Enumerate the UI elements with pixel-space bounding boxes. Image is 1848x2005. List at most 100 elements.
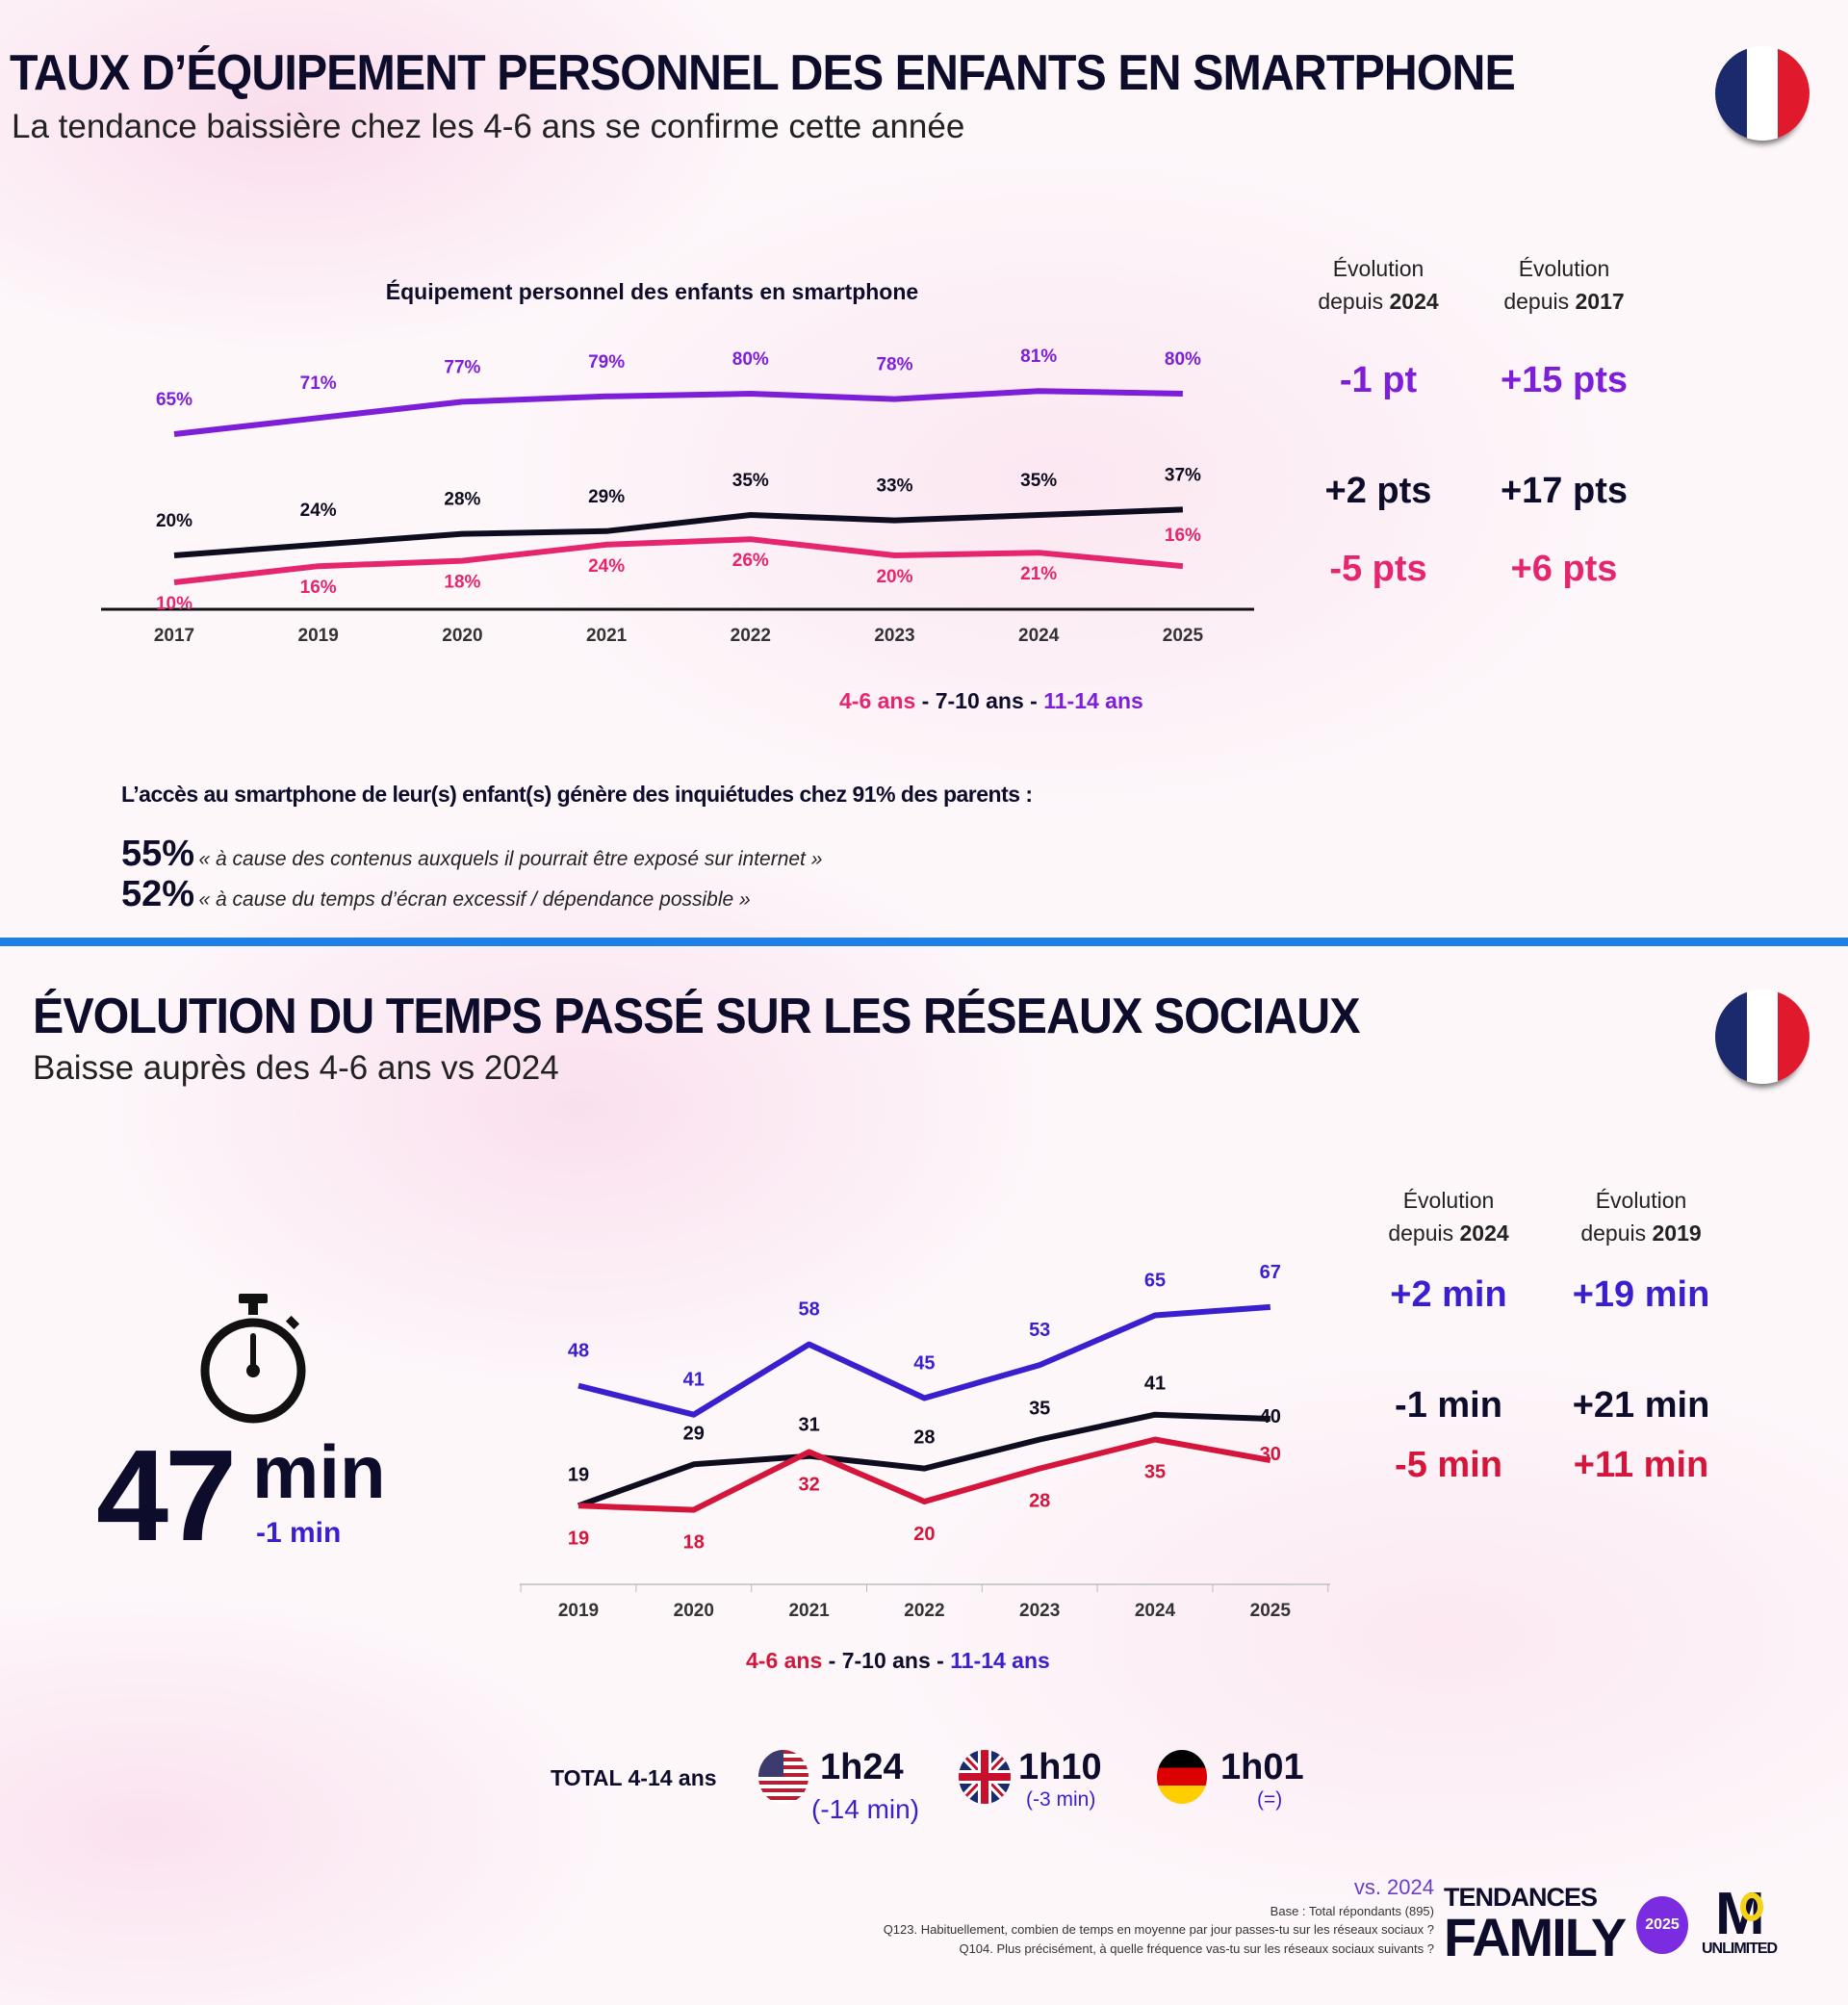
series-line-11-14ans bbox=[578, 1303, 1271, 1418]
kpi-change: -1 min bbox=[256, 1517, 342, 1549]
col-label: depuis bbox=[1318, 289, 1384, 314]
data-label: 29 bbox=[683, 1423, 705, 1444]
legend-11-14: 11-14 ans bbox=[950, 1648, 1050, 1673]
evo-7-10-2024: +2 pts bbox=[1324, 471, 1432, 511]
data-label: 18% bbox=[444, 573, 480, 593]
data-label: 71% bbox=[300, 373, 337, 394]
chart1-legend: 4-6 ans - 7-10 ans - 11-14 ans bbox=[839, 688, 1143, 714]
chart2: 2019 2020 2021 2022 2023 2024 2025484158455365… bbox=[520, 1262, 1330, 1621]
data-label: 31 bbox=[798, 1415, 819, 1436]
data-label: 19 bbox=[568, 1464, 589, 1485]
data-label: 16% bbox=[1165, 526, 1201, 546]
data-label: 41 bbox=[1144, 1374, 1166, 1395]
data-label: 10% bbox=[156, 594, 192, 614]
data-label: 77% bbox=[444, 357, 480, 377]
data-label: 33% bbox=[876, 476, 912, 497]
uk-total: 1h10 bbox=[1018, 1747, 1102, 1787]
logo-badge-2025: 2025 bbox=[1636, 1896, 1688, 1954]
data-label: 78% bbox=[876, 355, 912, 375]
col-since-2024: Évolution depuis 2024 bbox=[1282, 252, 1475, 318]
col-since-2017: Évolution depuis 2017 bbox=[1468, 252, 1660, 318]
x-tick-label: 2022 bbox=[904, 1601, 944, 1621]
col-since-2024: Évolution depuis 2024 bbox=[1352, 1184, 1545, 1249]
totals-label: TOTAL 4-14 ans bbox=[551, 1765, 717, 1790]
series-line-7-10ans bbox=[577, 1411, 1270, 1509]
legend-7-10: 7-10 ans bbox=[841, 1648, 931, 1673]
footer-q2: Q104. Plus précisément, à quelle fréquen… bbox=[959, 1941, 1434, 1956]
col-label: depuis bbox=[1580, 1221, 1647, 1246]
data-label: 32 bbox=[798, 1474, 819, 1495]
data-label: 19 bbox=[568, 1528, 589, 1549]
footer-q1: Q123. Habituellement, combien de temps e… bbox=[883, 1922, 1434, 1937]
col-label: Évolution bbox=[1518, 256, 1610, 281]
data-label: 24% bbox=[588, 556, 625, 577]
x-tick-label: 2020 bbox=[442, 626, 482, 646]
data-label: 35% bbox=[1020, 471, 1057, 491]
data-label: 79% bbox=[588, 352, 625, 373]
data-label: 20% bbox=[876, 567, 912, 587]
x-tick-label: 2019 bbox=[558, 1601, 599, 1621]
legend-sep: - bbox=[1023, 688, 1044, 713]
logo-text: TENDANCES bbox=[1444, 1883, 1598, 1912]
footer-base: Base : Total répondants (895) bbox=[1270, 1904, 1434, 1918]
data-label: 40 bbox=[1260, 1406, 1281, 1427]
kpi-value: 47 bbox=[96, 1423, 237, 1568]
data-label: 35 bbox=[1144, 1462, 1166, 1483]
data-label: 65% bbox=[156, 390, 192, 410]
x-tick-label: 2024 bbox=[1018, 626, 1060, 646]
x-tick-label: 2019 bbox=[298, 626, 339, 646]
x-tick-label: 2020 bbox=[674, 1601, 714, 1621]
legend-sep: - bbox=[915, 688, 936, 713]
evo-7-10-2017: +17 pts bbox=[1500, 471, 1629, 511]
x-tick-label: 2024 bbox=[1135, 1601, 1176, 1621]
chart1-title: Équipement personnel des enfants en smar… bbox=[385, 279, 919, 304]
x-tick-label: 2023 bbox=[1019, 1601, 1060, 1621]
concern-item: 52% « à cause du temps d’écran excessif … bbox=[121, 874, 751, 915]
m6-unlimited-logo: M UNLIMITED bbox=[1702, 1881, 1778, 1958]
col-year: 2019 bbox=[1652, 1221, 1702, 1246]
logo-text: UNLIMITED bbox=[1702, 1941, 1778, 1957]
section-divider bbox=[0, 938, 1848, 946]
section1-title: TAUX D’ÉQUIPEMENT PERSONNEL DES ENFANTS … bbox=[10, 45, 1516, 101]
evo-11-14-2024: +2 min bbox=[1390, 1274, 1507, 1315]
legend-7-10: 7-10 ans bbox=[935, 688, 1024, 713]
evo-4-6-2019: +11 min bbox=[1573, 1445, 1709, 1485]
data-label: 81% bbox=[1020, 347, 1057, 367]
evo-7-10-2019: +21 min bbox=[1572, 1385, 1710, 1426]
data-label: 35 bbox=[1029, 1399, 1050, 1420]
data-label: 29% bbox=[588, 487, 625, 507]
evo-11-14-2017: +15 pts bbox=[1500, 360, 1629, 400]
data-label: 28 bbox=[913, 1427, 935, 1449]
data-label: 28% bbox=[444, 490, 480, 510]
legend-4-6: 4-6 ans bbox=[839, 688, 916, 713]
data-label: 53 bbox=[1029, 1320, 1050, 1341]
data-label: 45 bbox=[913, 1353, 935, 1375]
us-flag-icon bbox=[758, 1750, 808, 1804]
kpi-unit: min bbox=[252, 1429, 386, 1514]
uk-flag-icon bbox=[959, 1750, 1011, 1804]
data-label: 24% bbox=[300, 501, 337, 521]
france-flag-icon bbox=[1715, 990, 1810, 1084]
col-year: 2024 bbox=[1459, 1221, 1509, 1246]
france-flag-icon bbox=[1715, 46, 1810, 141]
concern-text: « à cause des contenus auxquels il pourr… bbox=[198, 848, 823, 870]
x-tick-label: 2025 bbox=[1250, 1601, 1292, 1621]
legend-4-6: 4-6 ans bbox=[746, 1648, 823, 1673]
de-total: 1h01 bbox=[1220, 1747, 1304, 1787]
logo-text: FAMILY bbox=[1444, 1907, 1627, 1967]
data-label: 28 bbox=[1029, 1491, 1050, 1512]
concern-text: « à cause du temps d’écran excessif / dé… bbox=[198, 888, 751, 911]
data-label: 20% bbox=[156, 511, 192, 531]
series-line-11-14ans bbox=[173, 388, 1183, 437]
data-label: 80% bbox=[732, 349, 769, 370]
section1-subtitle: La tendance baissière chez les 4-6 ans s… bbox=[12, 108, 965, 145]
data-label: 48 bbox=[568, 1341, 589, 1362]
x-tick-label: 2022 bbox=[731, 626, 771, 646]
data-label: 67 bbox=[1260, 1262, 1281, 1283]
evo-11-14-2019: +19 min bbox=[1572, 1274, 1710, 1315]
evo-7-10-2024: -1 min bbox=[1395, 1385, 1502, 1426]
de-flag-icon bbox=[1157, 1750, 1207, 1804]
legend-11-14: 11-14 ans bbox=[1043, 688, 1143, 713]
col-label: Évolution bbox=[1402, 1188, 1495, 1213]
section2-title: ÉVOLUTION DU TEMPS PASSÉ SUR LES RÉSEAUX… bbox=[33, 989, 1361, 1044]
